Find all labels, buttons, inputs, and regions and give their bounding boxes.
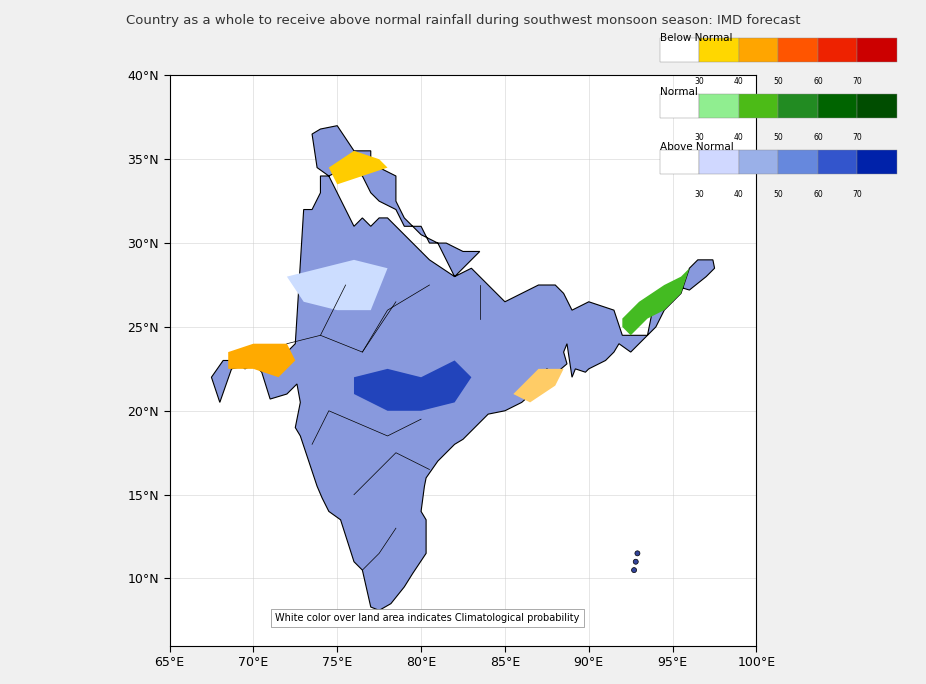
Polygon shape — [228, 343, 295, 378]
Text: Normal: Normal — [660, 88, 698, 97]
Text: 30: 30 — [694, 77, 705, 86]
Text: 70: 70 — [853, 190, 862, 199]
Bar — [857, 94, 897, 118]
Text: 60: 60 — [813, 190, 823, 199]
Polygon shape — [211, 126, 715, 610]
Bar — [818, 38, 857, 62]
Text: 50: 50 — [773, 77, 783, 86]
Text: 60: 60 — [813, 133, 823, 142]
Text: 70: 70 — [853, 77, 862, 86]
Polygon shape — [287, 260, 387, 310]
Circle shape — [635, 551, 640, 556]
Bar — [818, 94, 857, 118]
Bar — [699, 94, 739, 118]
Text: 30: 30 — [694, 190, 705, 199]
Text: 40: 40 — [734, 190, 744, 199]
Bar — [739, 94, 779, 118]
Polygon shape — [329, 151, 387, 185]
Polygon shape — [622, 268, 690, 335]
Text: 70: 70 — [853, 133, 862, 142]
Bar — [660, 150, 699, 174]
Bar — [857, 38, 897, 62]
Bar — [779, 38, 818, 62]
Bar — [739, 150, 779, 174]
Bar — [699, 38, 739, 62]
Text: 40: 40 — [734, 133, 744, 142]
Bar — [818, 150, 857, 174]
Text: Above Normal: Above Normal — [660, 142, 733, 152]
Bar — [779, 150, 818, 174]
Text: 60: 60 — [813, 77, 823, 86]
Bar — [699, 150, 739, 174]
Bar — [660, 94, 699, 118]
Text: Below Normal: Below Normal — [660, 33, 732, 42]
Polygon shape — [354, 360, 471, 411]
Text: White color over land area indicates Climatological probability: White color over land area indicates Cli… — [275, 613, 580, 622]
Text: 30: 30 — [694, 133, 705, 142]
Circle shape — [632, 568, 636, 573]
Polygon shape — [513, 369, 564, 402]
Bar — [739, 38, 779, 62]
Text: 50: 50 — [773, 133, 783, 142]
Text: 50: 50 — [773, 190, 783, 199]
Text: Country as a whole to receive above normal rainfall during southwest monsoon sea: Country as a whole to receive above norm… — [126, 14, 800, 27]
Circle shape — [633, 560, 638, 564]
Bar — [857, 150, 897, 174]
Text: 40: 40 — [734, 77, 744, 86]
Bar — [660, 38, 699, 62]
Bar — [779, 94, 818, 118]
